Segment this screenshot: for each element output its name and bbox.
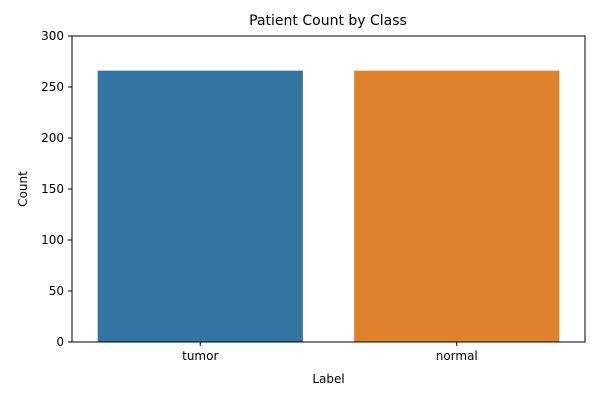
y-tick-label: 250 [41, 80, 64, 94]
bar-tumor [97, 70, 303, 343]
bar-normal [354, 70, 560, 343]
y-tick-label: 200 [41, 131, 64, 145]
y-axis-ticks: 0 50 100 150 200 250 300 [41, 29, 72, 349]
y-tick-label: 50 [49, 284, 64, 298]
plot-frame [71, 35, 586, 343]
y-tick-label: 150 [41, 182, 64, 196]
chart-title: Patient Count by Class [249, 13, 407, 29]
x-tick-label: normal [436, 349, 478, 363]
bars-group [97, 70, 560, 343]
y-tick-label: 100 [41, 233, 64, 247]
y-tick-label: 0 [56, 335, 64, 349]
x-axis-ticks: tumor normal [182, 342, 478, 363]
x-tick-label: tumor [182, 349, 218, 363]
y-axis-label: Count [16, 171, 30, 207]
x-axis-label: Label [312, 372, 344, 386]
y-tick-label: 300 [41, 29, 64, 43]
